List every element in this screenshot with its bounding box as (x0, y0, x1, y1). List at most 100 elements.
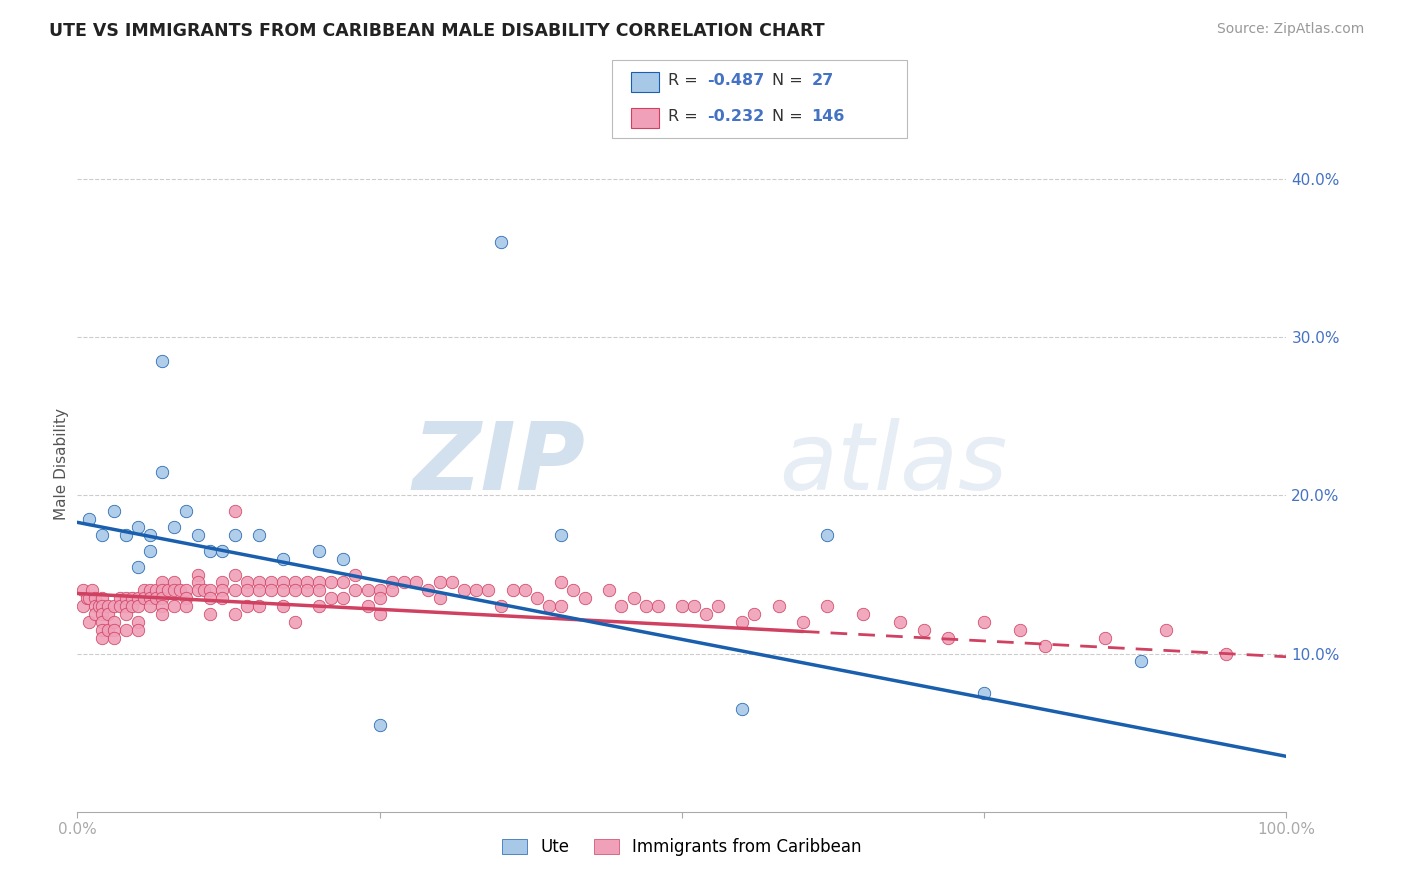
Point (321, 591, 343, 606)
Point (187, 575, 209, 590)
Point (103, 599, 125, 614)
Point (90, 623, 112, 637)
Point (200, 607, 222, 621)
Point (211, 575, 233, 590)
Text: -0.487: -0.487 (707, 73, 765, 88)
Point (623, 591, 645, 606)
Point (127, 615, 149, 629)
Point (683, 599, 706, 614)
Point (356, 599, 378, 614)
Point (260, 583, 283, 598)
Point (200, 543, 222, 558)
Point (308, 599, 330, 614)
Point (429, 591, 451, 606)
Point (815, 528, 838, 542)
Point (114, 607, 136, 621)
Point (368, 607, 391, 621)
Point (247, 575, 270, 590)
Point (368, 591, 391, 606)
Point (235, 583, 257, 598)
Point (187, 583, 209, 598)
Point (103, 615, 125, 629)
Point (127, 520, 149, 534)
Point (96, 623, 118, 637)
Point (550, 599, 572, 614)
Point (132, 591, 155, 606)
Point (550, 528, 572, 542)
Point (84, 591, 107, 606)
Point (356, 583, 378, 598)
Text: N =: N = (772, 110, 808, 125)
Point (889, 615, 911, 629)
Point (489, 235, 512, 250)
Point (973, 615, 995, 629)
Point (271, 551, 294, 566)
Text: Source: ZipAtlas.com: Source: ZipAtlas.com (1216, 22, 1364, 37)
Point (550, 575, 572, 590)
Point (150, 583, 173, 598)
Point (79, 615, 101, 629)
Point (815, 599, 838, 614)
Point (707, 599, 730, 614)
Point (132, 583, 155, 598)
Point (145, 591, 167, 606)
Point (308, 575, 330, 590)
Point (163, 575, 186, 590)
Point (150, 354, 173, 368)
Point (211, 543, 233, 558)
Text: UTE VS IMMIGRANTS FROM CARIBBEAN MALE DISABILITY CORRELATION CHART: UTE VS IMMIGRANTS FROM CARIBBEAN MALE DI… (49, 22, 825, 40)
Point (537, 599, 560, 614)
Point (174, 583, 197, 598)
Point (574, 591, 596, 606)
Point (139, 599, 162, 614)
Point (284, 583, 307, 598)
Text: N =: N = (772, 73, 808, 88)
Point (150, 599, 173, 614)
Point (647, 599, 669, 614)
Point (76, 591, 98, 606)
Point (150, 591, 173, 606)
Point (477, 583, 499, 598)
Point (332, 551, 354, 566)
Point (121, 599, 143, 614)
Legend: Ute, Immigrants from Caribbean: Ute, Immigrants from Caribbean (495, 831, 869, 863)
Point (260, 575, 283, 590)
Point (114, 599, 136, 614)
Point (150, 575, 173, 590)
Point (441, 575, 464, 590)
Point (139, 543, 162, 558)
Point (157, 583, 180, 598)
Point (332, 575, 354, 590)
Point (169, 583, 191, 598)
Text: R =: R = (668, 110, 703, 125)
Point (1033, 639, 1056, 653)
Point (224, 607, 246, 621)
Point (308, 543, 330, 558)
Point (224, 504, 246, 518)
Point (96, 607, 118, 621)
Point (1094, 631, 1116, 645)
Point (163, 583, 186, 598)
Point (332, 591, 354, 606)
Point (284, 615, 307, 629)
Point (912, 623, 935, 637)
Point (235, 575, 257, 590)
Point (936, 631, 959, 645)
Point (381, 575, 404, 590)
Point (513, 583, 536, 598)
Text: ZIP: ZIP (412, 417, 585, 510)
Point (96, 599, 118, 614)
Point (247, 599, 270, 614)
Point (114, 623, 136, 637)
Point (453, 583, 475, 598)
Point (150, 465, 173, 479)
Point (295, 575, 318, 590)
Point (139, 583, 162, 598)
Point (247, 528, 270, 542)
Point (465, 583, 488, 598)
Point (187, 528, 209, 542)
Point (80, 583, 103, 598)
Point (247, 583, 270, 598)
Point (211, 583, 233, 598)
Point (127, 559, 149, 574)
